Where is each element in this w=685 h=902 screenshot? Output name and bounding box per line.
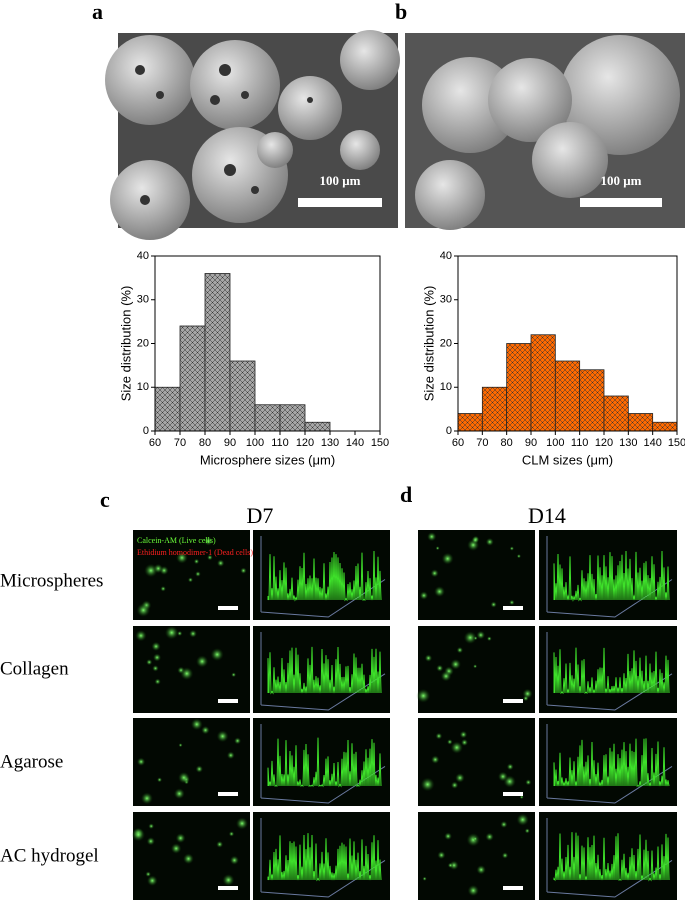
- micrograph: [133, 718, 250, 806]
- x-axis-label: CLM sizes (μm): [522, 452, 613, 467]
- stain-legend: Ethidium homodimer-1 (Dead cells): [137, 548, 253, 557]
- fluorescence-grid: [131, 530, 677, 900]
- row-label: AC hydrogel: [0, 845, 99, 866]
- y-tick-label: 10: [440, 381, 452, 393]
- x-tick-label: 60: [452, 437, 464, 449]
- x-tick-label: 140: [643, 437, 661, 449]
- panel-label: b: [395, 0, 407, 24]
- column-label: D14: [528, 503, 566, 528]
- x-tick-label: 100: [246, 437, 264, 449]
- bar: [254, 404, 281, 432]
- x-tick-label: 130: [321, 437, 339, 449]
- panel-label: d: [400, 482, 412, 507]
- y-tick-label: 10: [137, 381, 149, 393]
- sem-image: 100 μm: [405, 33, 685, 230]
- x-tick-label: 90: [525, 437, 537, 449]
- row-label: Agarose: [0, 751, 63, 772]
- stain-legend: Calcein-AM (Live cells): [137, 536, 216, 545]
- y-tick-label: 20: [440, 337, 452, 349]
- x-tick-label: 90: [224, 437, 236, 449]
- bar: [652, 421, 678, 432]
- x-tick-label: 150: [668, 437, 685, 449]
- micrograph: [539, 812, 677, 900]
- micrograph: [416, 626, 535, 713]
- x-tick-label: 130: [619, 437, 637, 449]
- y-axis-label: Size distribution (%): [118, 286, 133, 402]
- y-tick-label: 20: [137, 337, 149, 349]
- bar: [506, 343, 532, 432]
- micrograph: [539, 718, 677, 806]
- bar: [279, 404, 306, 432]
- panel-label: a: [92, 0, 103, 24]
- x-tick-label: 80: [199, 437, 211, 449]
- micrograph: [418, 718, 535, 806]
- y-tick-label: 0: [446, 425, 452, 437]
- bar: [481, 386, 508, 432]
- micrograph: [253, 626, 390, 713]
- bar: [204, 273, 231, 432]
- scale-bar-label: 100 μm: [601, 173, 642, 188]
- y-tick-label: 30: [440, 294, 452, 306]
- x-tick-label: 80: [501, 437, 513, 449]
- x-tick-label: 140: [346, 437, 364, 449]
- bar: [603, 395, 629, 432]
- x-tick-label: 70: [174, 437, 186, 449]
- histogram-chart: 60 70 80 90 100 110 120 130 140 150 0 10 20 30 40 CLM s…: [421, 250, 685, 468]
- micrograph: [133, 625, 250, 713]
- micrograph: [539, 530, 677, 620]
- micrograph: [253, 718, 390, 806]
- bar: [579, 369, 605, 432]
- micrograph: [418, 530, 535, 620]
- scale-bar-label: 100 μm: [320, 173, 361, 188]
- bar: [627, 413, 654, 432]
- micrograph: [253, 530, 390, 620]
- y-tick-label: 30: [137, 294, 149, 306]
- x-tick-label: 120: [595, 437, 613, 449]
- bar: [304, 421, 331, 432]
- micrograph: [131, 812, 250, 900]
- y-tick-label: 40: [137, 250, 149, 262]
- bar: [154, 386, 181, 432]
- row-label: Microspheres: [0, 570, 103, 591]
- x-tick-label: 120: [296, 437, 314, 449]
- y-tick-label: 0: [143, 425, 149, 437]
- row-label: Collagen: [0, 658, 69, 679]
- bar: [530, 334, 556, 432]
- bar: [229, 360, 256, 432]
- x-axis-label: Microsphere sizes (μm): [200, 452, 335, 467]
- column-label: D7: [247, 503, 274, 528]
- bar: [179, 325, 206, 432]
- x-tick-label: 150: [371, 437, 389, 449]
- x-tick-label: 60: [149, 437, 161, 449]
- x-tick-label: 110: [271, 437, 289, 449]
- bar: [554, 360, 581, 432]
- histogram-chart: 60 70 80 90 100 110 120 130 140 150 0 10 20 30 40 Micro…: [118, 250, 389, 468]
- panel-label: c: [100, 487, 110, 512]
- micrograph: [418, 812, 535, 900]
- y-tick-label: 40: [440, 250, 452, 262]
- x-tick-label: 70: [476, 437, 488, 449]
- x-tick-label: 110: [571, 437, 589, 449]
- y-axis-label: Size distribution (%): [421, 286, 436, 402]
- bar: [457, 413, 483, 432]
- charts: 60 70 80 90 100 110 120 130 140 150010203040Micro…: [118, 250, 685, 468]
- x-tick-label: 100: [546, 437, 564, 449]
- micrograph: [133, 530, 250, 620]
- micrograph: [253, 812, 390, 900]
- sem-image: 100 μm: [105, 30, 400, 240]
- micrograph: [539, 626, 677, 713]
